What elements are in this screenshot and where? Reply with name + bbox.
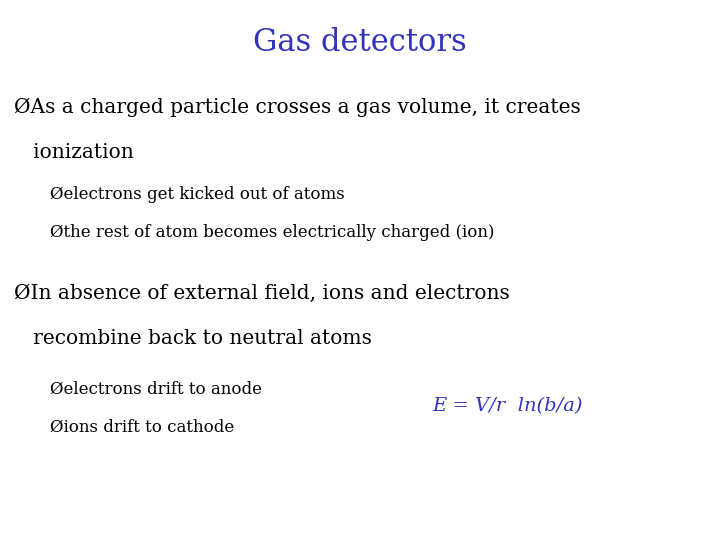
- Text: ØAs a charged particle crosses a gas volume, it creates: ØAs a charged particle crosses a gas vol…: [14, 97, 581, 117]
- Text: Øelectrons drift to anode: Øelectrons drift to anode: [50, 381, 262, 397]
- Text: E = V/r  ln(b/a): E = V/r ln(b/a): [432, 397, 582, 415]
- Text: Øions drift to cathode: Øions drift to cathode: [50, 418, 235, 435]
- Text: Gas detectors: Gas detectors: [253, 27, 467, 58]
- Text: Øelectrons get kicked out of atoms: Øelectrons get kicked out of atoms: [50, 186, 345, 203]
- Text: Øthe rest of atom becomes electrically charged (ion): Øthe rest of atom becomes electrically c…: [50, 224, 495, 241]
- Text: recombine back to neutral atoms: recombine back to neutral atoms: [14, 329, 372, 348]
- Text: ionization: ionization: [14, 143, 134, 162]
- Text: ØIn absence of external field, ions and electrons: ØIn absence of external field, ions and …: [14, 284, 510, 302]
